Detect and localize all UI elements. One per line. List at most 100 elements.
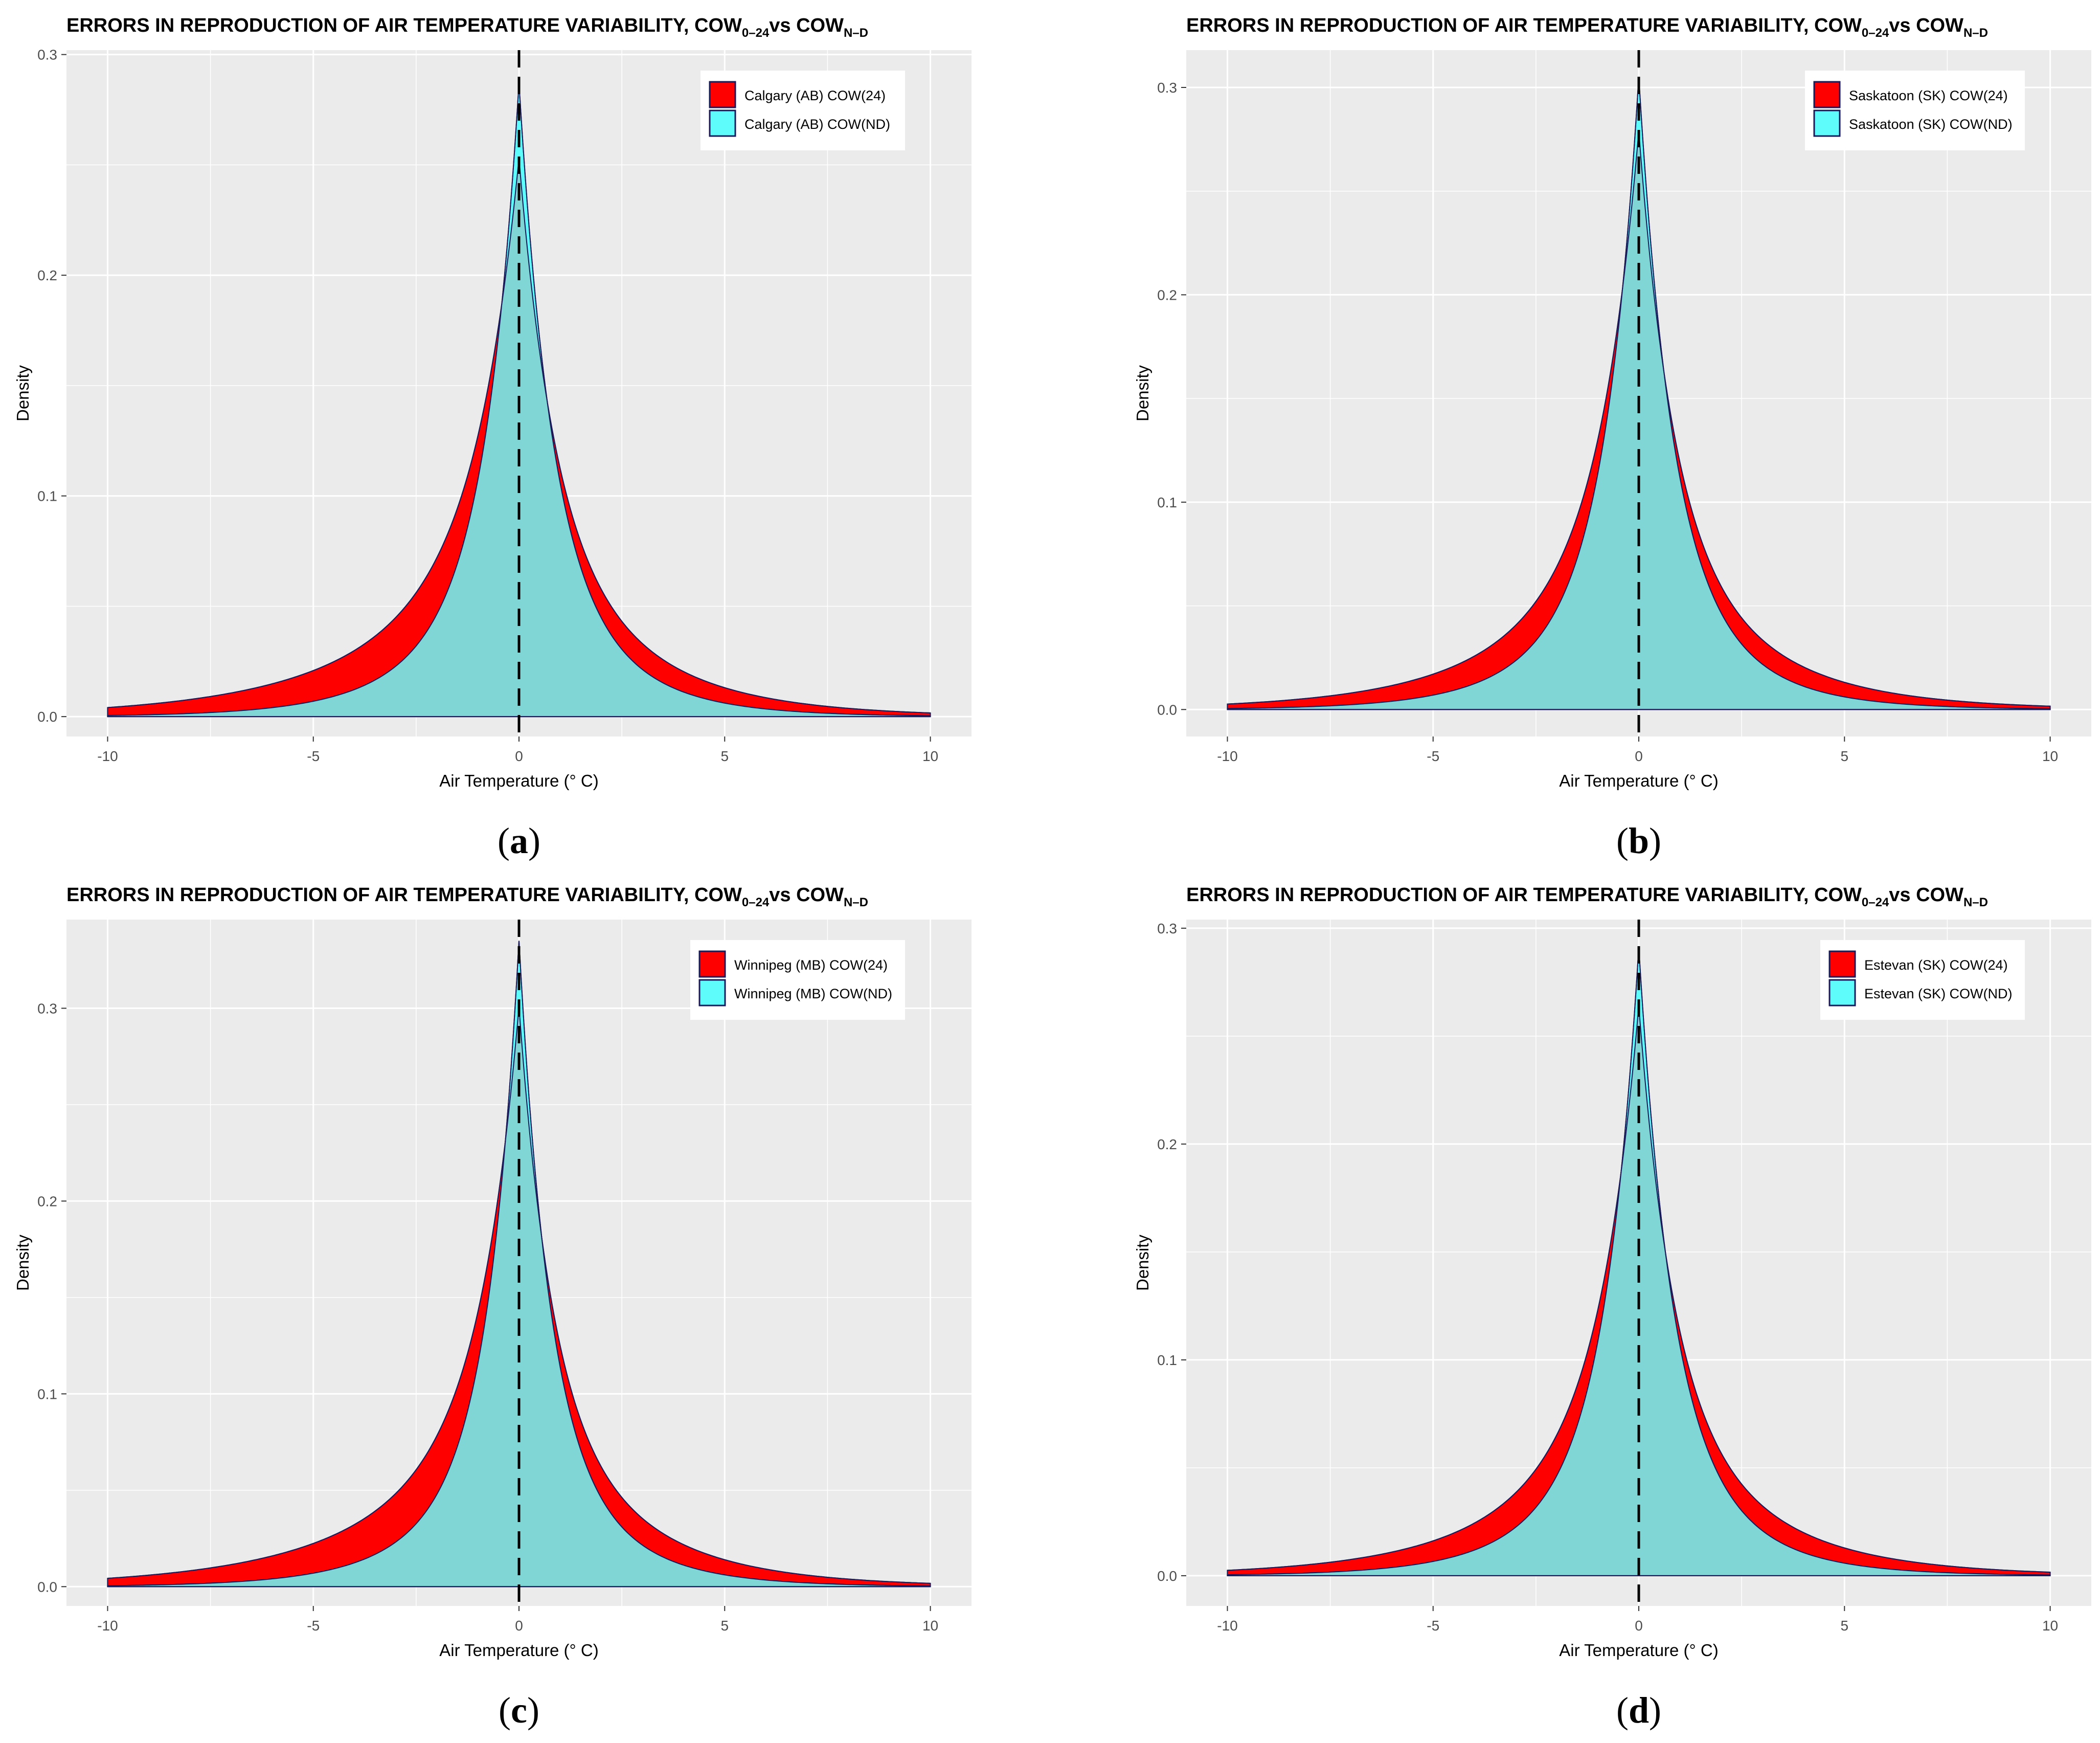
x-tick-label: 5 [720, 748, 729, 764]
legend-label-cow24: Estevan (SK) COW(24) [1864, 957, 2008, 973]
legend-label-cownd: Saskatoon (SK) COW(ND) [1849, 117, 2013, 132]
y-tick-label: 0.0 [37, 1579, 57, 1595]
y-tick-label: 0.3 [37, 1000, 57, 1016]
chart-title: ERRORS IN REPRODUCTION OF AIR TEMPERATUR… [66, 15, 868, 40]
x-tick-label: -5 [1427, 748, 1439, 764]
x-tick-label: 5 [720, 1618, 729, 1634]
x-tick-label: 10 [2042, 748, 2058, 764]
y-tick-label: 0.1 [1157, 495, 1177, 510]
legend-swatch-cow24 [698, 950, 726, 978]
title-subscript-1: 0–24 [1862, 896, 1889, 909]
subfigure-label: (c) [499, 1690, 539, 1731]
x-tick-label: 10 [922, 1618, 938, 1634]
x-tick-label: 0 [515, 748, 523, 764]
y-axis-label: Density [13, 365, 32, 421]
density-overlap-area [107, 1006, 931, 1587]
y-tick-label: 0.3 [1157, 921, 1177, 936]
density-overlap-area [1227, 131, 2050, 710]
title-mid: vs COW [769, 15, 844, 36]
chart-panel-a: ERRORS IN REPRODUCTION OF AIR TEMPERATUR… [0, 0, 980, 869]
title-subscript-2: N–D [1963, 896, 1988, 909]
title-subscript-1: 0–24 [742, 26, 770, 40]
x-tick-label: 5 [1840, 748, 1848, 764]
density-outline-cow24 [1227, 1005, 2051, 1576]
title-subscript-2: N–D [1963, 26, 1988, 40]
y-tick-label: 0.1 [37, 488, 57, 504]
title-main: ERRORS IN REPRODUCTION OF AIR TEMPERATUR… [66, 884, 742, 906]
chart-svg-a: ERRORS IN REPRODUCTION OF AIR TEMPERATUR… [13, 15, 972, 861]
legend-box [690, 940, 905, 1020]
title-mid: vs COW [769, 884, 844, 906]
density-outline-cownd [107, 83, 931, 718]
title-subscript-1: 0–24 [1862, 26, 1889, 40]
subfigure-label: (b) [1616, 820, 1661, 861]
y-tick-label: 0.3 [1157, 80, 1177, 96]
y-axis-label: Density [1133, 365, 1152, 421]
legend-swatch-cow24 [1828, 950, 1856, 978]
y-tick-label: 0.2 [37, 267, 57, 283]
y-tick-label: 0.2 [37, 1193, 57, 1209]
subfigure-letter: a [510, 820, 528, 861]
legend-label-cow24: Saskatoon (SK) COW(24) [1849, 88, 2008, 103]
title-subscript-2: N–D [844, 896, 868, 909]
legend-label-cownd: Calgary (AB) COW(ND) [744, 117, 890, 132]
legend-swatch-cow24 [709, 81, 736, 108]
x-tick-label: -10 [97, 748, 118, 764]
x-tick-label: 0 [1635, 748, 1643, 764]
legend-swatch-cownd [698, 979, 726, 1007]
y-tick-label: 0.2 [1157, 1136, 1177, 1152]
x-axis-label: Air Temperature (° C) [439, 1641, 599, 1660]
chart-panel-b: ERRORS IN REPRODUCTION OF AIR TEMPERATUR… [1120, 0, 2100, 869]
x-tick-label: -10 [97, 1618, 118, 1634]
y-tick-label: 0.0 [37, 709, 57, 725]
chart-svg-c: ERRORS IN REPRODUCTION OF AIR TEMPERATUR… [13, 884, 972, 1731]
legend-label-cownd: Estevan (SK) COW(ND) [1864, 986, 2013, 1001]
y-tick-label: 0.1 [1157, 1352, 1177, 1368]
x-tick-label: -10 [1217, 1618, 1237, 1634]
density-overlap-area [1227, 1005, 2050, 1576]
subfigure-label: (d) [1616, 1690, 1661, 1731]
legend-swatch-cownd [1828, 979, 1856, 1007]
y-tick-label: 0.2 [1157, 287, 1177, 303]
x-tick-label: 10 [922, 748, 938, 764]
title-subscript-1: 0–24 [742, 896, 770, 909]
chart-title: ERRORS IN REPRODUCTION OF AIR TEMPERATUR… [1186, 15, 1988, 40]
chart-panel-d: ERRORS IN REPRODUCTION OF AIR TEMPERATUR… [1120, 869, 2100, 1739]
chart-panel-c: ERRORS IN REPRODUCTION OF AIR TEMPERATUR… [0, 869, 980, 1739]
x-tick-label: 0 [1635, 1618, 1643, 1634]
chart-svg-d: ERRORS IN REPRODUCTION OF AIR TEMPERATUR… [1133, 884, 2091, 1731]
x-axis-label: Air Temperature (° C) [439, 771, 599, 790]
x-tick-label: 10 [2042, 1618, 2058, 1634]
legend-swatch-cownd [1813, 109, 1841, 137]
legend-swatch-cownd [709, 109, 736, 137]
x-axis-label: Air Temperature (° C) [1559, 1641, 1719, 1660]
subfigure-letter: b [1629, 820, 1649, 861]
x-tick-label: 0 [515, 1618, 523, 1634]
x-tick-label: -10 [1217, 748, 1237, 764]
y-tick-label: 0.3 [37, 47, 57, 63]
subfigure-letter: c [511, 1690, 527, 1731]
title-subscript-2: N–D [844, 26, 868, 40]
legend-box [1805, 71, 2025, 150]
y-axis-label: Density [1133, 1234, 1152, 1291]
density-outline-cownd [1227, 947, 2051, 1576]
x-axis-label: Air Temperature (° C) [1559, 771, 1719, 790]
y-tick-label: 0.1 [37, 1386, 57, 1402]
y-axis-label: Density [13, 1234, 32, 1291]
x-tick-label: -5 [1427, 1618, 1439, 1634]
title-main: ERRORS IN REPRODUCTION OF AIR TEMPERATUR… [66, 15, 742, 36]
x-tick-label: -5 [307, 1618, 320, 1634]
subfigure-label: (a) [498, 820, 540, 861]
density-outline-cow24 [107, 1006, 931, 1588]
chart-svg-b: ERRORS IN REPRODUCTION OF AIR TEMPERATUR… [1133, 15, 2091, 861]
legend-label-cow24: Calgary (AB) COW(24) [744, 88, 886, 103]
title-main: ERRORS IN REPRODUCTION OF AIR TEMPERATUR… [1186, 884, 1862, 906]
x-tick-label: 5 [1840, 1618, 1848, 1634]
title-mid: vs COW [1889, 15, 1963, 36]
chart-title: ERRORS IN REPRODUCTION OF AIR TEMPERATUR… [66, 884, 868, 909]
legend-label-cow24: Winnipeg (MB) COW(24) [734, 957, 888, 973]
y-tick-label: 0.0 [1157, 1568, 1177, 1584]
subfigure-letter: d [1629, 1690, 1649, 1731]
chart-title: ERRORS IN REPRODUCTION OF AIR TEMPERATUR… [1186, 884, 1988, 909]
legend-label-cownd: Winnipeg (MB) COW(ND) [734, 986, 892, 1001]
